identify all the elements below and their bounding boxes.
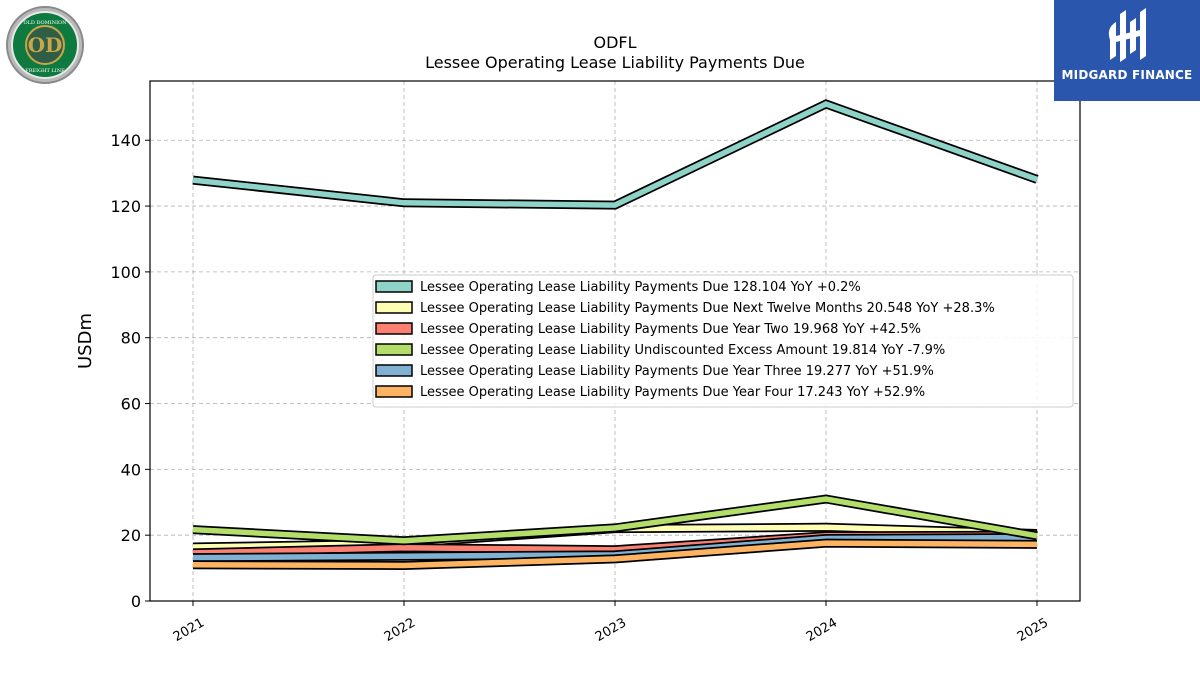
midgard-finance-logo: MIDGARD FINANCE: [1054, 0, 1200, 101]
y-tick-label: 80: [121, 329, 141, 348]
y-tick-label: 120: [110, 197, 141, 216]
legend-entry: Lessee Operating Lease Liability Undisco…: [420, 343, 945, 358]
legend-swatch: [376, 323, 412, 334]
chart-subtitle: Lessee Operating Lease Liability Payment…: [425, 53, 805, 72]
legend-swatch: [376, 386, 412, 397]
y-tick-label: 140: [110, 131, 141, 150]
legend-swatch: [376, 302, 412, 313]
y-axis-label: USDm: [75, 313, 96, 369]
legend-entry: Lessee Operating Lease Liability Payment…: [420, 364, 934, 379]
y-tick-label: 40: [121, 460, 141, 479]
x-tick-label: 2025: [1015, 615, 1051, 645]
legend-entry: Lessee Operating Lease Liability Payment…: [420, 385, 925, 400]
chart-title: ODFL: [593, 33, 636, 52]
y-tick-label: 20: [121, 526, 141, 545]
midgard-finance-text: MIDGARD FINANCE: [1054, 68, 1200, 82]
legend-swatch: [376, 344, 412, 355]
legend-swatch: [376, 365, 412, 376]
y-tick-label: 0: [131, 592, 141, 611]
y-tick-label: 60: [121, 395, 141, 414]
legend: Lessee Operating Lease Liability Payment…: [373, 275, 1073, 407]
x-tick-label: 2021: [171, 615, 207, 645]
x-tick-label: 2023: [593, 615, 629, 645]
x-tick-label: 2022: [382, 615, 418, 645]
legend-swatch: [376, 281, 412, 292]
x-tick-label: 2024: [804, 615, 840, 645]
old-dominion-logo: OD OLD DOMINION FREIGHT LINE: [7, 7, 83, 83]
legend-entry: Lessee Operating Lease Liability Payment…: [420, 322, 921, 337]
svg-text:OLD DOMINION: OLD DOMINION: [23, 20, 67, 26]
midgard-mark-icon: [1054, 0, 1200, 64]
legend-entry: Lessee Operating Lease Liability Payment…: [420, 301, 995, 316]
svg-text:OD: OD: [28, 33, 63, 57]
y-tick-label: 100: [110, 263, 141, 282]
svg-text:FREIGHT LINE: FREIGHT LINE: [25, 68, 65, 74]
legend-entry: Lessee Operating Lease Liability Payment…: [420, 280, 861, 295]
